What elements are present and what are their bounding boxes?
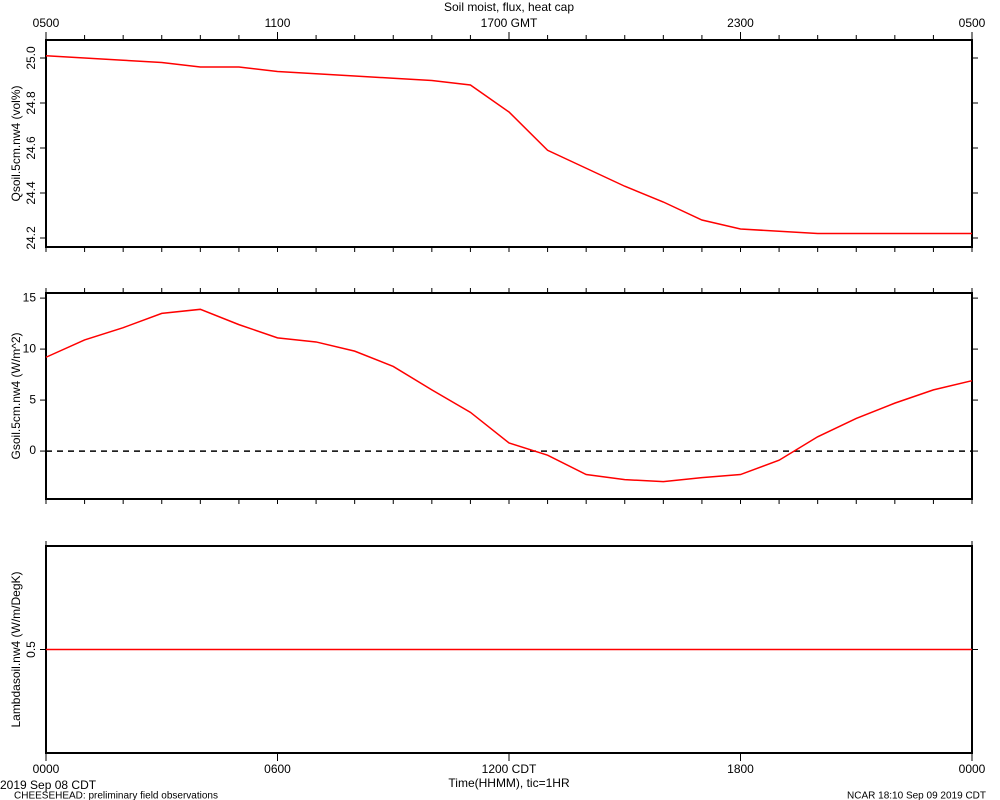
- plot-frame: [45, 292, 973, 500]
- y-tick-label: 25.0: [24, 46, 38, 70]
- y-tick-label: 15: [23, 290, 37, 304]
- date-label: 2019 Sep 08 CDT: [0, 778, 97, 792]
- y-tick-label: 0: [29, 443, 36, 457]
- x-tick-label: 1700 GMT: [481, 16, 538, 30]
- data-line: [45, 308, 973, 483]
- y-tick-label: 24.2: [24, 226, 38, 250]
- y-tick-label: 10: [23, 341, 37, 355]
- x-tick-label: 1200 CDT: [482, 762, 537, 776]
- y-axis-label: Lambdasoil.nw4 (W/m/DegK): [9, 571, 23, 727]
- x-tick-label: 0500: [33, 16, 60, 30]
- x-tick-label: 1800: [727, 762, 754, 776]
- project-label: CHEESEHEAD: preliminary field observatio…: [14, 791, 218, 800]
- plot-frame: [45, 39, 973, 248]
- x-tick-label: 1100: [265, 16, 291, 30]
- x-tick-label: 2300: [727, 16, 754, 30]
- y-tick-label: 0.5: [24, 641, 38, 658]
- y-axis-label: Gsoil.5cm.nw4 (W/m^2): [9, 333, 23, 460]
- x-tick-label: 0600: [264, 762, 291, 776]
- chart-title: Soil moist, flux, heat cap: [444, 0, 574, 14]
- x-tick-label: 0500: [959, 16, 986, 30]
- y-tick-label: 5: [29, 392, 36, 406]
- timestamp: NCAR 18:10 Sep 09 2019 CDT: [847, 791, 986, 800]
- data-line: [45, 55, 972, 235]
- y-axis-label: Qsoil.5cm.nw4 (vol%): [9, 85, 23, 201]
- x-tick-label: 0000: [959, 762, 986, 776]
- y-tick-label: 24.6: [24, 136, 38, 160]
- x-axis-label: Time(HHMM), tic=1HR: [448, 776, 570, 790]
- y-tick-label: 24.4: [24, 181, 38, 205]
- y-tick-label: 24.8: [24, 91, 38, 115]
- x-tick-label: 0000: [33, 762, 60, 776]
